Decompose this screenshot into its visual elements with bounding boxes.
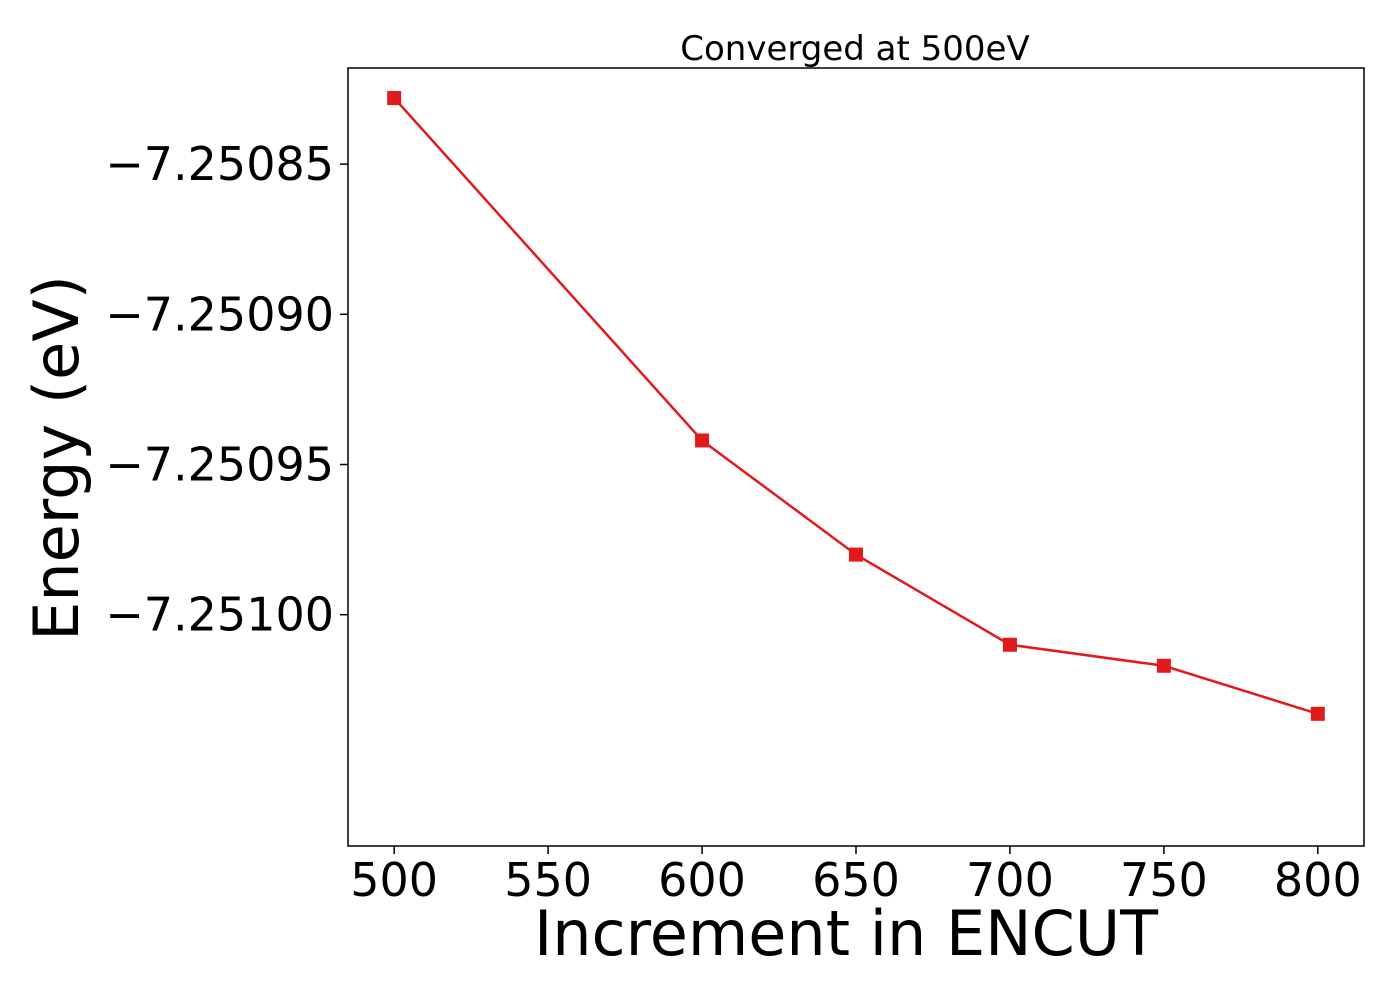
y-tick-label: −7.25090 — [105, 287, 334, 341]
x-tick-label: 500 — [350, 853, 438, 907]
series-layer — [387, 91, 1325, 721]
y-tick-label: −7.25095 — [105, 438, 334, 492]
x-tick-label: 750 — [1120, 853, 1208, 907]
y-axis-ticks: −7.25085 −7.25090 −7.25095 −7.25100 — [105, 137, 348, 642]
x-tick-label: 650 — [812, 853, 900, 907]
x-axis-label: Increment in ENCUT — [534, 897, 1159, 970]
x-tick-label: 800 — [1274, 853, 1362, 907]
x-tick-label: 700 — [966, 853, 1054, 907]
data-point-marker — [387, 91, 402, 106]
plot-area-frame — [347, 67, 1365, 847]
data-point-marker — [1156, 658, 1171, 673]
data-point-marker — [849, 547, 863, 562]
data-point-marker — [695, 433, 710, 448]
chart-title: Converged at 500eV — [680, 29, 1029, 69]
data-point-marker — [1002, 637, 1017, 652]
y-tick-label: −7.25100 — [105, 588, 334, 642]
data-point-marker — [1310, 706, 1325, 721]
y-axis-label: Energy (eV) — [20, 275, 93, 641]
x-axis-ticks: 500 550 600 650 700 750 800 — [350, 846, 1362, 907]
x-tick-label: 600 — [658, 853, 746, 907]
series-line — [393, 97, 1319, 716]
x-tick-label: 550 — [504, 853, 592, 907]
y-tick-label: −7.25085 — [105, 137, 334, 191]
